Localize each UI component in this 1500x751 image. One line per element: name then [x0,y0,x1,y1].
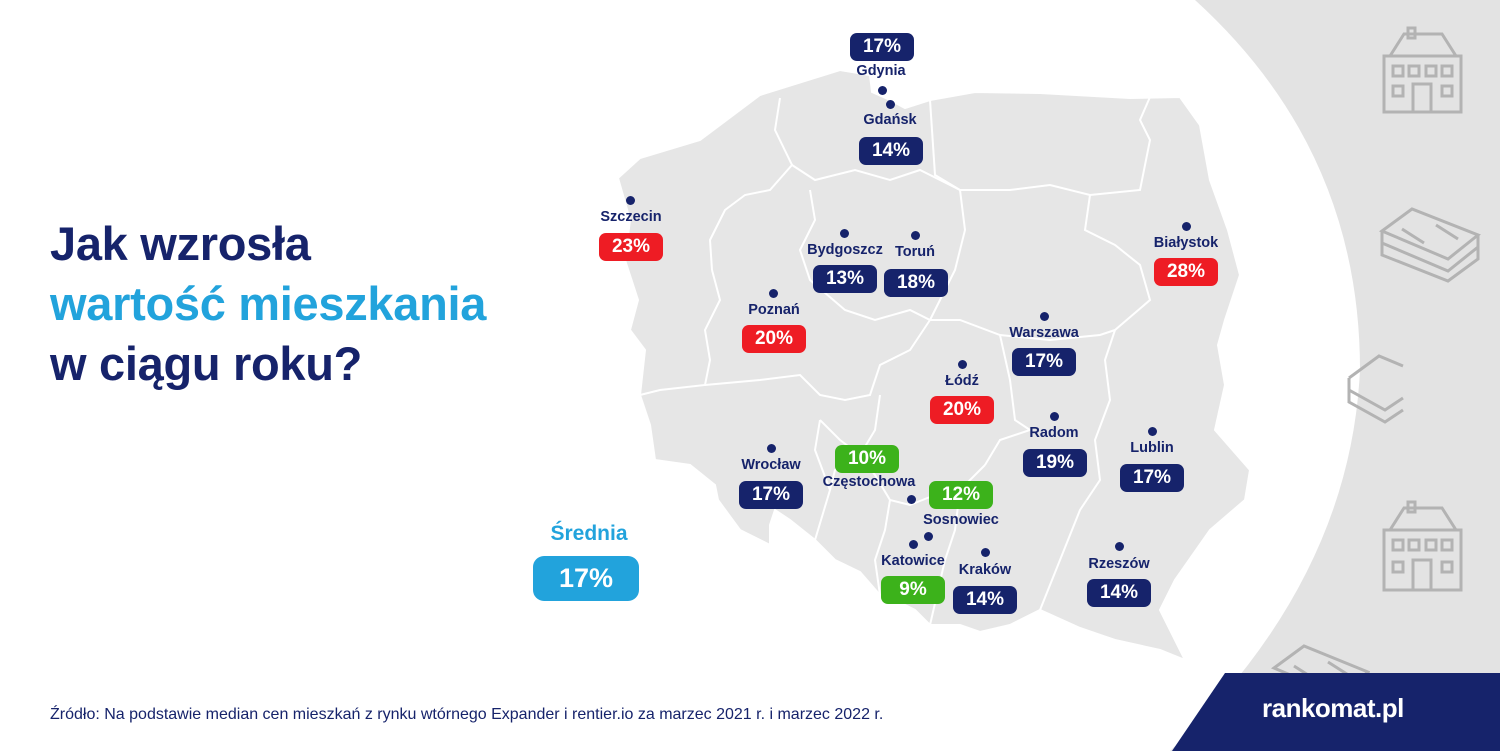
city-name-poznan: Poznań [748,302,800,318]
title-line-2: wartość mieszkania [50,277,487,330]
city-name-sosnowiec: Sosnowiec [923,512,999,528]
poland-outline [616,68,1252,662]
city-name-wroclaw: Wrocław [741,457,801,473]
house-icon [1382,500,1463,592]
city-name-torun: Toruń [895,244,935,260]
city-dot-lublin [1148,427,1157,436]
city-dot-katowice [909,540,918,549]
title-line-3: w ciągu roku? [50,337,363,390]
city-value-lodz: 20% [930,396,994,424]
city-dot-krakow [981,548,990,557]
city-name-warszawa: Warszawa [1009,325,1079,341]
city-name-bydgoszcz: Bydgoszcz [807,242,883,258]
city-name-lublin: Lublin [1130,440,1174,456]
city-name-gdynia: Gdynia [856,63,906,79]
city-name-lodz: Łódź [945,373,979,389]
city-value-bialystok: 28% [1154,258,1218,286]
city-value-warszawa: 17% [1012,348,1076,376]
city-dot-radom [1050,412,1059,421]
rankomat-logo: rankomat.pl [1262,693,1404,723]
money-stack-icon [1347,354,1404,424]
city-value-katowice: 9% [881,576,945,604]
city-dot-rzeszow [1115,542,1124,551]
average-label: Średnia [550,522,628,545]
city-value-szczecin: 23% [599,233,663,261]
city-value-gdansk: 14% [859,137,923,165]
city-name-gdansk: Gdańsk [863,112,917,128]
city-value-gdynia: 17% [850,33,914,61]
city-name-rzeszow: Rzeszów [1088,556,1150,572]
city-name-czestochowa: Częstochowa [822,474,916,490]
city-name-radom: Radom [1029,425,1079,441]
house-icon [1382,26,1463,114]
city-value-lublin: 17% [1120,464,1184,492]
city-value-sosnowiec: 12% [929,481,993,509]
city-value-wroclaw: 17% [739,481,803,509]
city-name-szczecin: Szczecin [600,209,662,225]
city-name-katowice: Katowice [881,553,945,569]
main-title: Jak wzrosła wartość mieszkania w ciągu r… [50,214,486,394]
city-value-rzeszow: 14% [1087,579,1151,607]
city-dot-bydgoszcz [840,229,849,238]
city-value-krakow: 14% [953,586,1017,614]
city-value-bydgoszcz: 13% [813,265,877,293]
city-dot-bialystok [1182,222,1191,231]
city-dot-gdansk [886,100,895,109]
city-value-torun: 18% [884,269,948,297]
city-dot-czestochowa [907,495,916,504]
city-dot-gdynia [878,86,887,95]
city-dot-torun [911,231,920,240]
city-dot-warszawa [1040,312,1049,321]
city-name-bialystok: Białystok [1153,235,1219,251]
city-dot-poznan [769,289,778,298]
money-stack-icon [1378,207,1481,283]
city-value-czestochowa: 10% [835,445,899,473]
city-dot-wroclaw [767,444,776,453]
city-value-radom: 19% [1023,449,1087,477]
average-badge: 17% [533,556,639,601]
city-dot-szczecin [626,196,635,205]
city-dot-lodz [958,360,967,369]
title-line-1: Jak wzrosła [50,217,311,270]
city-value-poznan: 20% [742,325,806,353]
city-dot-sosnowiec [924,532,933,541]
source-note: Źródło: Na podstawie median cen mieszkań… [50,706,884,723]
city-name-krakow: Kraków [958,562,1012,578]
